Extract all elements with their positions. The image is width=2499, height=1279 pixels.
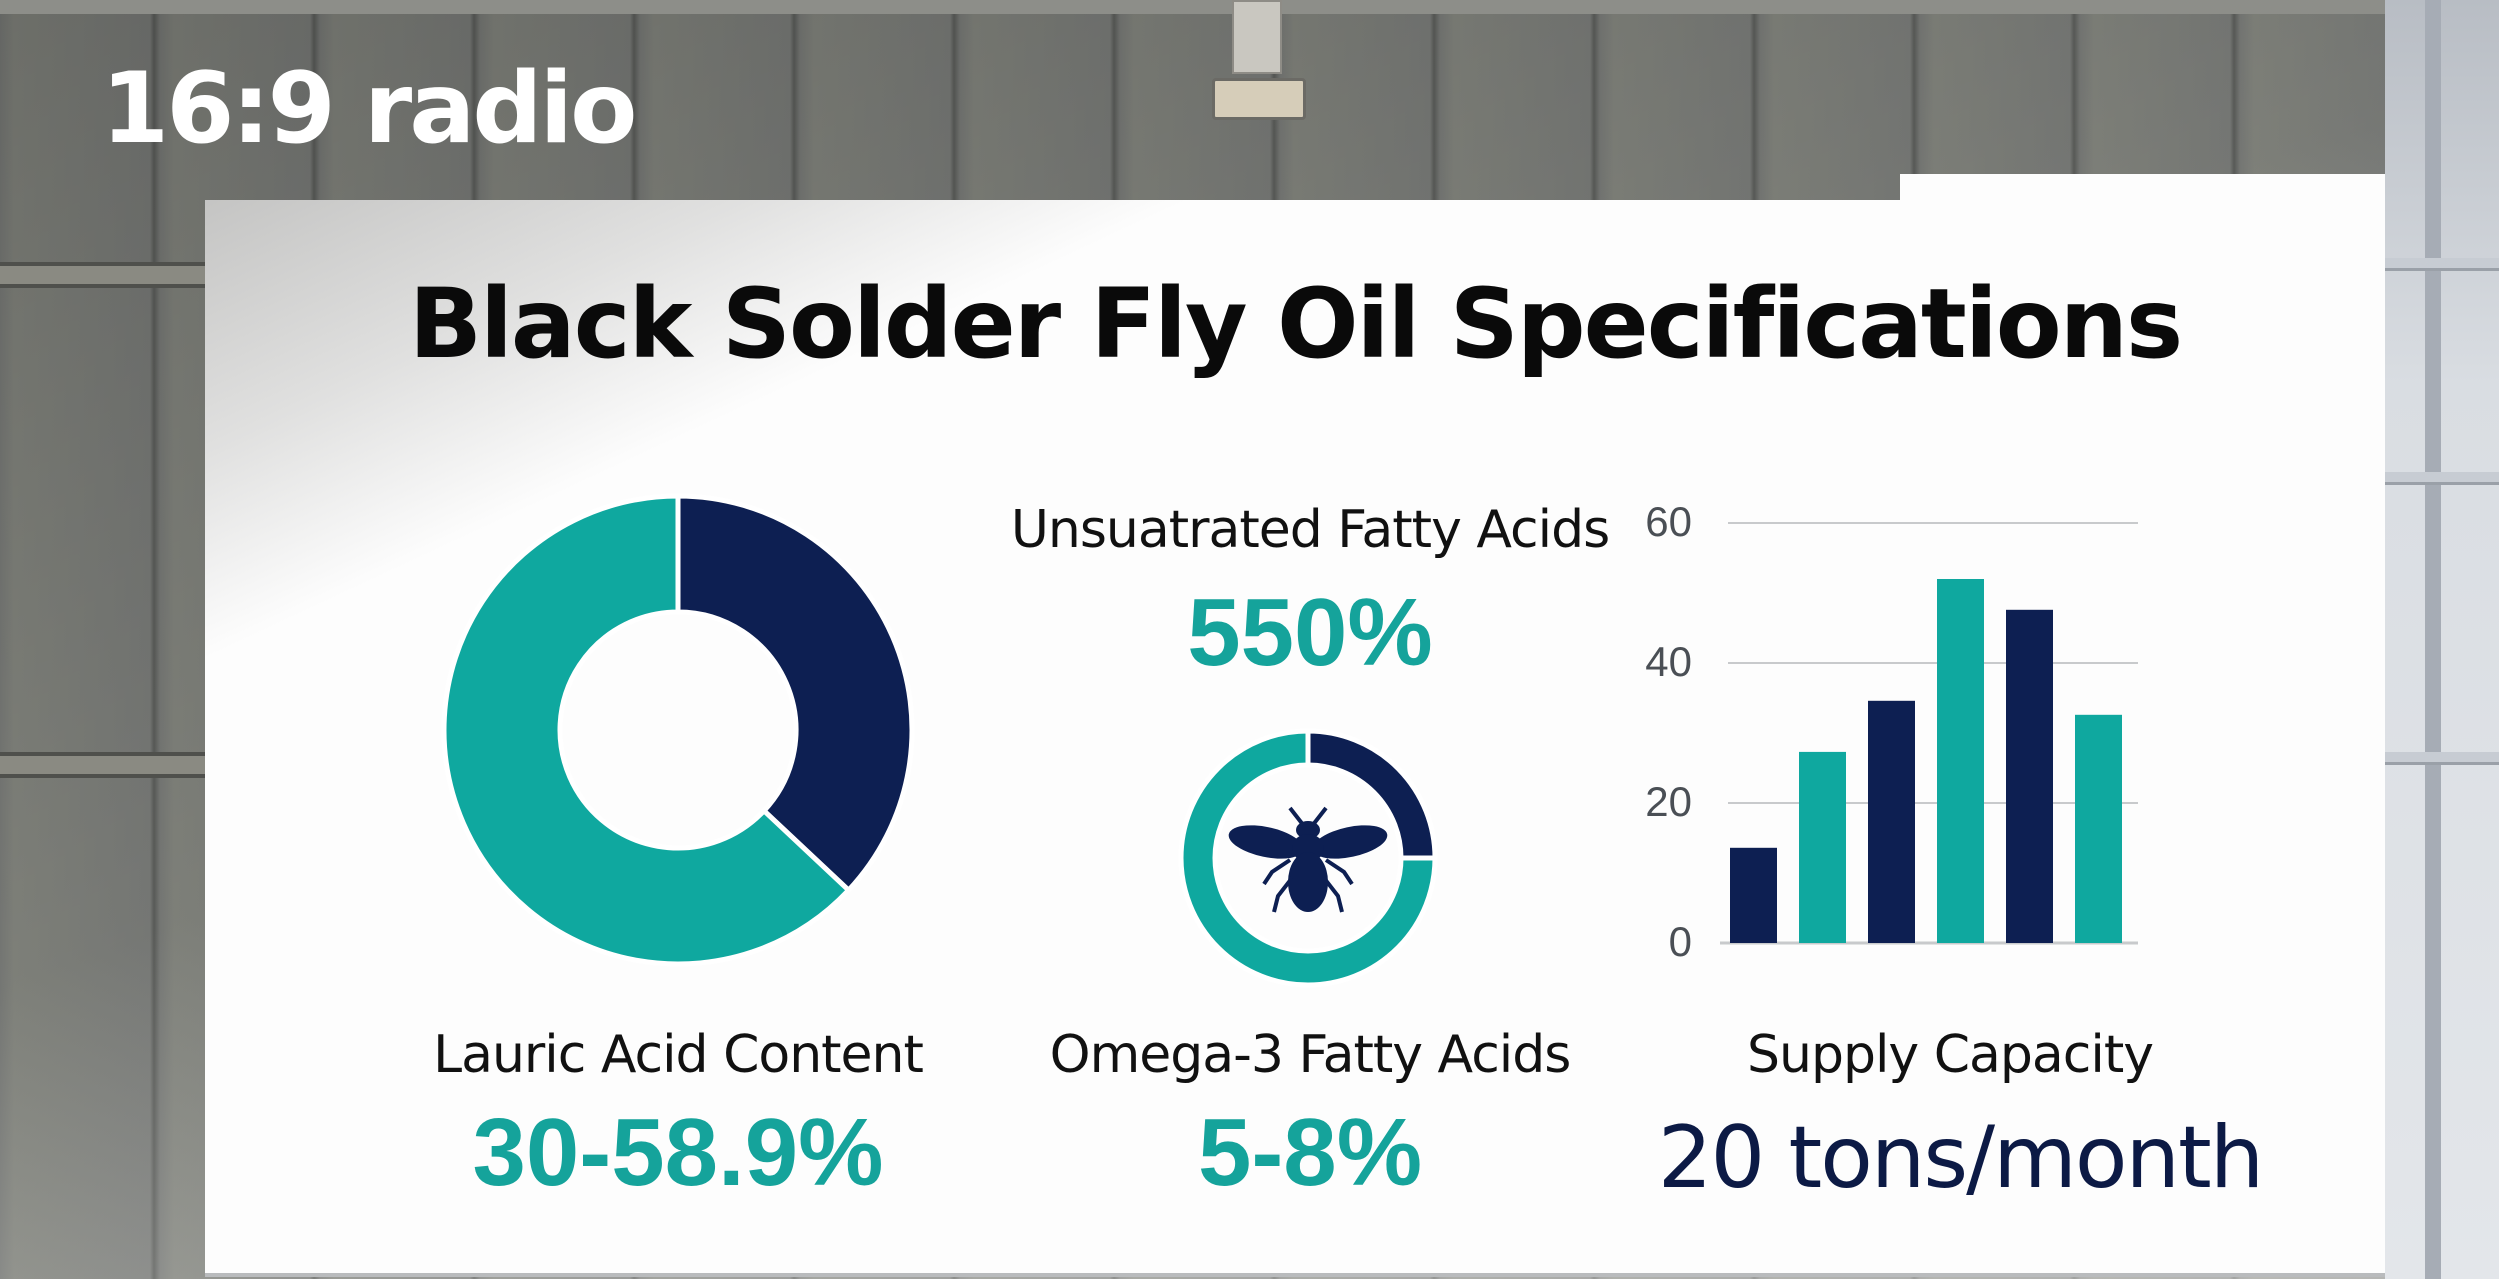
wall-rail (0, 262, 210, 288)
supply-value: 20 tons/month (1657, 1108, 2265, 1208)
bar (1799, 751, 1846, 943)
y-tick-label: 0 (1668, 918, 1692, 965)
wall-post (2425, 0, 2441, 1279)
bar (1730, 847, 1777, 943)
unsaturated-label: Unsuatrated Fatty Acids (1010, 500, 1610, 560)
y-tick-label: 20 (1645, 778, 1692, 825)
slide-title: Black Solder Fly Oil Specifications (408, 268, 2183, 380)
wall-right-panel (2385, 0, 2499, 1279)
bar (1868, 700, 1915, 943)
omega3-value: 5-8% (1197, 1099, 1423, 1206)
bar (2075, 714, 2122, 943)
wall-lamp (1212, 78, 1306, 120)
donut-segment (1178, 728, 1438, 988)
bar (2006, 609, 2053, 943)
wall-lamp-arm (1232, 0, 1282, 74)
donut-segment (675, 493, 915, 894)
lauric-donut-chart (441, 493, 915, 967)
wall-rail (2385, 258, 2499, 271)
y-tick-label: 60 (1645, 498, 1692, 545)
omega3-ring-chart (1178, 728, 1438, 988)
board-edge (1900, 174, 2385, 204)
brand-watermark: 16:9 radio (101, 52, 637, 166)
lauric-label: Lauric Acid Content (433, 1025, 924, 1085)
wall-rail (2385, 472, 2499, 485)
lauric-value: 30-58.9% (472, 1099, 884, 1206)
omega3-label: Omega-3 Fatty Acids (1049, 1025, 1572, 1085)
wall-rail (0, 752, 210, 778)
supply-bar-chart (1720, 522, 2138, 945)
fly-icon (1228, 806, 1388, 913)
supply-label: Supply Capacity (1747, 1025, 2154, 1085)
bar (1937, 579, 1984, 943)
wall-rail (2385, 752, 2499, 765)
y-tick-label: 40 (1645, 638, 1692, 685)
donut-segment (441, 493, 853, 967)
unsaturated-value: 550% (1187, 579, 1433, 686)
